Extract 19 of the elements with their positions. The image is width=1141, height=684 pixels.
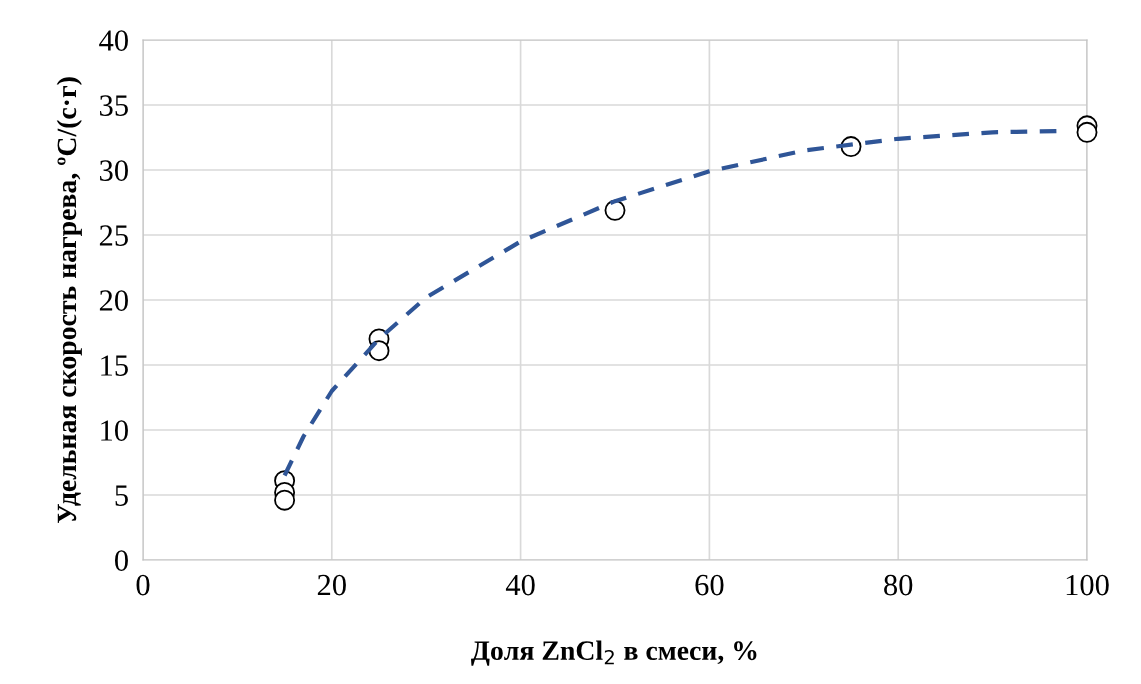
- x-tick-label: 80: [884, 574, 913, 596]
- y-tick-label: 10: [101, 420, 128, 441]
- y-tick-label: 15: [101, 355, 128, 376]
- y-tick-label: 25: [99, 225, 128, 246]
- x-tick-label: 20: [317, 574, 346, 596]
- point: [274, 489, 296, 511]
- y-tick-label: 40: [99, 30, 128, 51]
- y-tick-label: 35: [100, 95, 128, 116]
- y-tick-label: 20: [99, 290, 128, 311]
- point: [1076, 121, 1098, 143]
- y-tick-label: 30: [100, 160, 128, 181]
- x-tick-label: 100: [1066, 574, 1109, 596]
- y-tick-label: 0: [115, 550, 128, 571]
- x-tick-label: 60: [695, 574, 724, 596]
- x-axis-title: Доля ZnCl$_{2}$ в смеси, %: [471, 640, 757, 666]
- y-tick-label: 5: [115, 485, 128, 506]
- y-axis-title: Удельная скорость нагрева, ºC/(с·г): [56, 77, 82, 524]
- x-tick-label: 40: [505, 574, 535, 596]
- x-tick-label: 0: [136, 574, 150, 596]
